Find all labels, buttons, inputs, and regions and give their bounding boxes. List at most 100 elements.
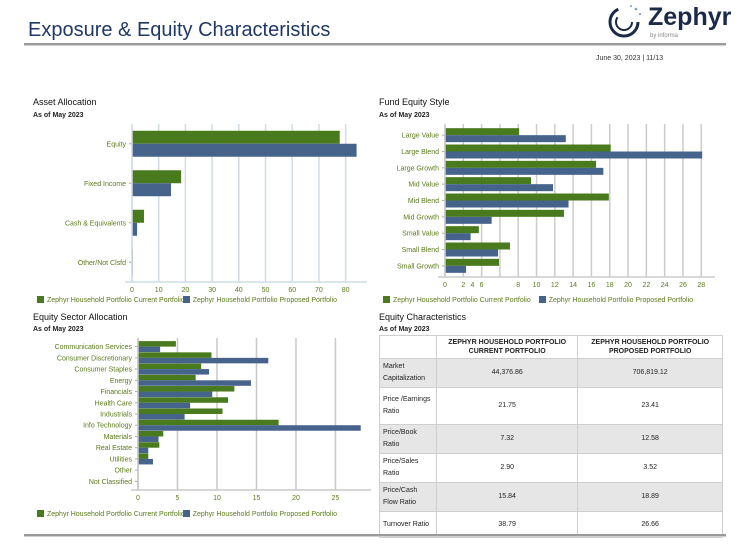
bar-proposed [138,447,149,454]
category-label: Fixed Income [84,181,126,188]
header-blank [379,335,437,359]
x-tick-label: 2 [461,282,465,289]
bar-proposed [138,391,213,398]
bar-proposed [445,184,553,192]
equity-characteristics-title: Equity Characteristics [379,312,467,322]
table-row: Price/Cash Flow Ratio 15.84 18.89 [379,482,723,512]
current-value: 38.79 [435,511,579,538]
table-row: Price/Sales Ratio 2.90 3.52 [379,453,723,483]
x-tick-label: 0 [130,287,134,294]
x-tick-label: 25 [332,495,340,502]
style-legend: Zephyr Household Portfolio Current Portf… [383,296,693,304]
bar-current [445,226,479,234]
category-label: Mid Value [408,182,439,189]
bar-current [445,160,597,168]
bar-proposed [138,458,154,465]
proposed-value: 12.58 [577,424,723,454]
bar-proposed [138,402,191,409]
legend-label-proposed: Zephyr Household Portfolio Proposed Port… [192,511,338,518]
x-tick-label: 20 [624,282,632,289]
bar-proposed [445,151,703,159]
asset-allocation-subtitle: As of May 2023 [33,112,84,119]
x-tick-label: 14 [569,282,577,289]
report-date: June 30, 2023 [596,55,641,62]
bar-current [138,442,160,448]
sector-allocation-title: Equity Sector Allocation [33,312,128,322]
bar-current [445,258,499,266]
bar-current [132,209,145,223]
row-label: Turnover Ratio [379,511,437,538]
bar-current [445,209,564,217]
bar-current [445,193,609,201]
category-label: Real Estate [96,445,132,452]
category-label: Consumer Staples [74,367,132,374]
asset-allocation-title: Asset Allocation [33,97,97,107]
table-row: Turnover Ratio 38.79 26.66 [379,511,723,538]
header-proposed-portfolio: ZEPHYR HOUSEHOLD PORTFOLIO PROPOSED PORT… [577,335,723,359]
x-tick-label: 28 [697,282,705,289]
proposed-value: 3.52 [577,453,723,483]
category-label: Financials [100,389,132,396]
current-value: 21.75 [435,387,579,425]
category-label: Utilities [109,456,132,463]
category-label: Large Growth [397,165,440,172]
row-label: Price /Earnings Ratio [379,387,437,425]
bar-proposed [138,425,361,431]
category-label: Other [114,468,132,475]
x-tick-label: 18 [606,282,614,289]
bar-current [138,430,164,437]
x-tick-label: 20 [182,287,190,294]
proposed-value: 706,819.12 [577,358,723,388]
page-number: 11/13 [646,55,664,62]
row-label: Price/Cash Flow Ratio [379,482,437,512]
bar-current [132,130,340,144]
x-tick-label: 50 [262,287,270,294]
bar-current [138,363,202,370]
bar-proposed [138,380,251,386]
x-tick-label: 12 [551,282,559,289]
legend-swatch-current [37,510,44,517]
equity-characteristics-table: ZEPHYR HOUSEHOLD PORTFOLIO CURRENT PORTF… [379,335,723,538]
x-tick-label: 10 [533,282,541,289]
x-tick-label: 70 [315,287,323,294]
legend-label-current: Zephyr Household Portfolio Current Portf… [47,511,185,518]
bar-current [138,352,212,358]
sector-allocation-subtitle: As of May 2023 [33,326,84,333]
bar-current [138,374,196,381]
bar-proposed [445,249,499,257]
bar-current [445,242,510,250]
bar-current [445,177,532,185]
header-current-portfolio: ZEPHYR HOUSEHOLD PORTFOLIO CURRENT PORTF… [435,335,579,359]
legend-swatch-current [383,296,390,303]
table-row: Price /Earnings Ratio 21.75 23.41 [379,387,723,425]
page-title: Exposure & Equity Characteristics [28,19,331,41]
proposed-value: 18.89 [577,482,723,512]
x-tick-label: 80 [342,287,350,294]
category-label: Mid Blend [408,198,439,205]
category-label: Small Value [402,231,439,238]
category-label: Info Technology [83,423,132,430]
fund-equity-style-title: Fund Equity Style [379,97,450,107]
bar-current [445,128,520,136]
x-tick-label: 24 [661,282,669,289]
bar-proposed [138,369,210,375]
category-label: Cash & Equivalents [65,220,127,227]
table-row: Price/Book Ratio 7.32 12.58 [379,424,723,454]
category-label: Energy [110,378,133,385]
current-value: 7.32 [435,424,579,454]
header-divider [24,43,726,46]
category-label: Not Classified [89,479,132,486]
bar-proposed [445,200,569,208]
x-tick-label: 10 [213,495,221,502]
table-row: Market Capitalization 44,376.86 706,819.12 [379,358,723,388]
legend-swatch-current [37,296,44,303]
row-label: Market Capitalization [379,358,437,388]
zephyr-logo: Zephyr by informa [606,3,736,41]
x-tick-label: 30 [208,287,216,294]
x-tick-label: 60 [288,287,296,294]
equity-characteristics-subtitle: As of May 2023 [379,326,430,333]
x-tick-label: 0 [443,282,447,289]
current-value: 2.90 [435,453,579,483]
